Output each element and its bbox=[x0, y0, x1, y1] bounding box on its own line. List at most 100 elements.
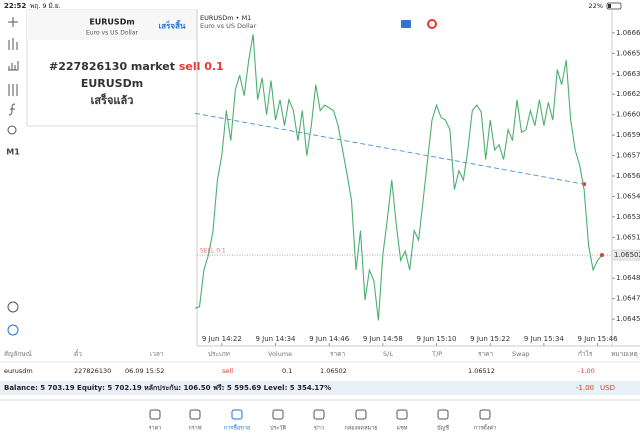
nav-label[interactable]: การตั้งค่า bbox=[474, 424, 496, 432]
balance-profit: -1.00 bbox=[576, 384, 594, 392]
x-tick-label: 9 Jun 14:22 bbox=[202, 335, 242, 343]
nav-icon bbox=[479, 409, 491, 420]
nav-icon bbox=[313, 409, 325, 420]
order-label: SELL 0.1 bbox=[200, 248, 226, 255]
cell: eurusdm bbox=[4, 367, 33, 375]
battery-icon bbox=[606, 2, 622, 10]
time-icon bbox=[7, 301, 19, 313]
balance-text: Balance: 5 703.19 Equity: 5 702.19 หลักป… bbox=[4, 384, 331, 392]
nav-label[interactable]: การซื้อขาย bbox=[224, 424, 250, 432]
nav-icon bbox=[272, 409, 284, 420]
nav-icon bbox=[189, 409, 201, 420]
popup-message: #227826130 market sell 0.1 bbox=[49, 60, 224, 73]
message-status: เสร็จแล้ว bbox=[91, 93, 134, 107]
column-header: T/P bbox=[431, 350, 442, 358]
function-icon bbox=[8, 103, 16, 116]
y-tick-label: 1.06545 bbox=[616, 192, 640, 200]
popup-description: Euro vs US Dollar bbox=[86, 30, 139, 37]
nav-label[interactable]: ราคา bbox=[149, 426, 162, 432]
cell: sell bbox=[222, 367, 233, 375]
cell: 227826130 bbox=[74, 367, 111, 375]
x-tick-label: 9 Jun 15:22 bbox=[470, 335, 510, 343]
nav-label[interactable]: ประวัติ bbox=[270, 425, 286, 432]
last-point bbox=[600, 253, 604, 258]
column-header: ประเภท bbox=[208, 350, 230, 358]
done-button[interactable]: เสร็จสิ้น bbox=[159, 20, 186, 31]
y-tick-label: 1.06470 bbox=[616, 295, 640, 303]
cell: 06.09 15:52 bbox=[125, 367, 164, 375]
column-header: ราคา bbox=[330, 350, 345, 358]
indicators-icon bbox=[8, 84, 18, 96]
nav-label[interactable]: ข่าว bbox=[314, 426, 324, 432]
status-date: พฤ. 9 มิ.ย. bbox=[30, 2, 61, 10]
nav-icon bbox=[437, 409, 449, 420]
x-tick-label: 9 Jun 14:46 bbox=[309, 335, 350, 343]
positions-table: สัญลักษณ์ ตั๋ว เวลา ประเภท Volume ราคา S/L T/P ร… bbox=[4, 349, 638, 375]
y-tick-label: 1.06455 bbox=[616, 315, 640, 323]
status-battery: 22% bbox=[589, 2, 603, 10]
status-time: 22:52 bbox=[4, 2, 26, 10]
y-tick-label: 1.06485 bbox=[616, 274, 640, 282]
x-tick-label: 9 Jun 15:46 bbox=[578, 335, 619, 343]
y-tick-label: 1.06560 bbox=[616, 172, 640, 180]
column-header: Volume bbox=[268, 350, 292, 358]
y-tick-label: 1.06575 bbox=[616, 152, 640, 160]
nav-icon bbox=[149, 409, 161, 420]
nav-label[interactable]: บัญชี bbox=[437, 425, 449, 432]
balance-currency: USD bbox=[600, 384, 615, 392]
y-tick-label: 1.06605 bbox=[616, 111, 640, 119]
cell: 0.1 bbox=[282, 367, 292, 375]
column-header: เวลา bbox=[150, 350, 164, 358]
column-header: กำไร bbox=[578, 350, 593, 358]
cell: 1.06502 bbox=[320, 367, 347, 375]
cell: 1.06512 bbox=[468, 367, 495, 375]
column-header: ตั๋ว bbox=[74, 349, 82, 358]
y-tick-label: 1.0665 bbox=[616, 49, 640, 57]
price-box-label: 1.06502 bbox=[614, 251, 640, 259]
trend-line bbox=[194, 112, 585, 185]
nav-label[interactable]: แชท bbox=[397, 425, 408, 432]
candles-icon bbox=[8, 38, 18, 50]
nav-icon bbox=[231, 409, 243, 420]
x-tick-label: 9 Jun 15:34 bbox=[524, 335, 565, 343]
x-tick-label: 9 Jun 15:10 bbox=[417, 335, 457, 343]
bottom-nav: ราคา กราฟ การซื้อขาย ประวัติ ข่าว กล่องจดหมาย… bbox=[149, 409, 496, 432]
y-tick-label: 1.06635 bbox=[616, 70, 640, 78]
column-header: ราคา bbox=[478, 350, 493, 358]
price-box bbox=[611, 249, 640, 261]
objects-icon bbox=[7, 125, 17, 135]
nav-icon bbox=[396, 409, 408, 420]
left-toolbar bbox=[7, 17, 19, 336]
popup-symbol: EURUSDm bbox=[89, 18, 134, 27]
column-header: หมายเหตุ bbox=[611, 350, 638, 358]
flag-icon bbox=[401, 20, 411, 28]
message-symbol: EURUSDm bbox=[81, 77, 143, 90]
plot: 1.06665 1.0665 1.06635 1.06620 1.06605 1.0659… bbox=[194, 29, 640, 346]
crosshair-icon bbox=[8, 17, 18, 27]
y-tick-label: 1.06530 bbox=[616, 213, 640, 221]
battery-level bbox=[608, 4, 611, 8]
y-tick-label: 1.06665 bbox=[616, 29, 640, 37]
column-header: สัญลักษณ์ bbox=[4, 350, 32, 358]
popup-header bbox=[27, 10, 197, 40]
timeframe[interactable]: M1 bbox=[6, 148, 20, 157]
chart-title: EURUSDm • M1 bbox=[200, 14, 251, 22]
balance-bar bbox=[0, 381, 640, 395]
cell: -1.00 bbox=[578, 367, 595, 375]
y-tick-label: 1.06620 bbox=[616, 90, 640, 98]
bars-icon bbox=[8, 61, 19, 71]
x-tick-label: 9 Jun 14:58 bbox=[363, 335, 403, 343]
message-prefix: #227826130 market bbox=[49, 60, 175, 73]
nav-icon bbox=[355, 409, 367, 420]
flag-icon bbox=[427, 19, 437, 29]
column-header: S/L bbox=[383, 350, 393, 358]
chart-subtitle: Euro vs US Dollar bbox=[200, 22, 257, 30]
y-tick-label: 1.06515 bbox=[616, 233, 640, 241]
column-header: Swap bbox=[512, 350, 530, 358]
message-action: sell 0.1 bbox=[179, 60, 224, 73]
x-tick-label: 9 Jun 14:34 bbox=[255, 335, 296, 343]
nav-label[interactable]: กราฟ bbox=[188, 425, 201, 432]
nav-label[interactable]: กล่องจดหมาย bbox=[344, 426, 377, 432]
